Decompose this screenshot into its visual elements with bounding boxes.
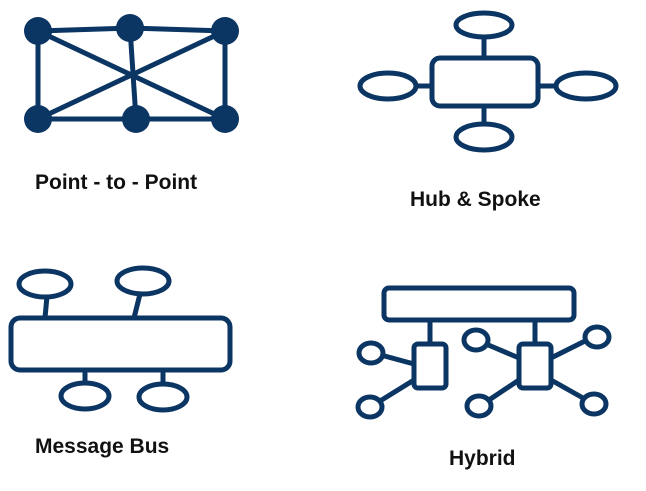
hybrid-top-box (381, 285, 577, 323)
bus-node (58, 380, 112, 412)
spoke-node (357, 70, 419, 102)
bus-connector (131, 291, 143, 321)
hybrid-node (355, 394, 385, 420)
hybrid-connector (483, 341, 522, 361)
p2p-edge (35, 25, 133, 34)
bus-connector (42, 293, 50, 321)
hybrid-connector (548, 338, 588, 361)
point-to-point-diagram (24, 14, 239, 133)
hybrid-hub-box (516, 341, 554, 391)
p2p-node (211, 17, 239, 45)
message-bus-diagram (8, 265, 233, 413)
hub-and-spoke-diagram (357, 10, 619, 153)
message-bus-box (8, 315, 233, 373)
hybrid-diagram (355, 285, 612, 420)
p2p-node (211, 105, 239, 133)
bus-node (114, 265, 172, 297)
hybrid-connector (378, 352, 417, 367)
spoke-node (453, 10, 515, 40)
spoke-node (453, 121, 515, 153)
hybrid-node (461, 327, 491, 353)
spoke-node (553, 70, 619, 102)
hybrid-node (464, 393, 494, 419)
p2p-edge (127, 25, 228, 34)
point-to-point-label: Point - to - Point (35, 171, 198, 194)
p2p-node (116, 14, 144, 42)
hub-box (429, 55, 541, 109)
message-bus-label: Message Bus (35, 435, 170, 458)
hybrid-node (356, 340, 386, 366)
p2p-node (24, 105, 52, 133)
hybrid-connector (377, 377, 417, 404)
bus-node (136, 381, 190, 413)
p2p-edge (127, 25, 139, 122)
p2p-node (122, 105, 150, 133)
hub-and-spoke-label: Hub & Spoke (410, 188, 541, 211)
hybrid-label: Hybrid (449, 447, 516, 470)
p2p-node (24, 17, 52, 45)
hybrid-node (582, 324, 612, 350)
bus-node (16, 268, 74, 300)
hybrid-connector (548, 377, 586, 401)
hybrid-hub-box (411, 341, 449, 391)
hybrid-node (579, 391, 609, 417)
hybrid-connector (486, 377, 522, 403)
